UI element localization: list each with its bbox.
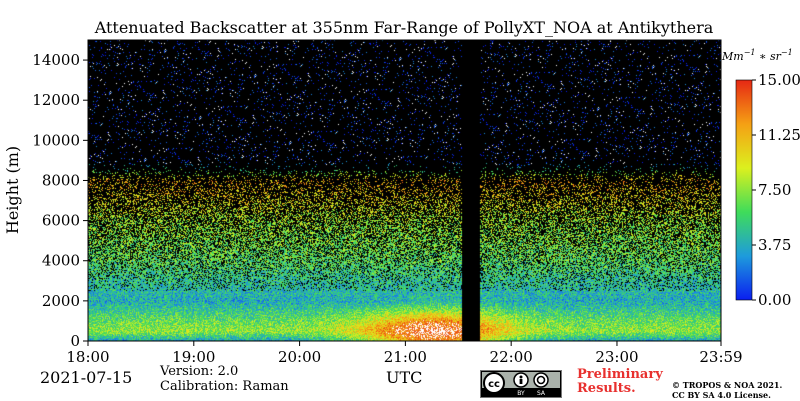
colorbar-tick-label: 0.00 xyxy=(758,291,791,309)
y-tick-label: 0 xyxy=(70,332,80,350)
y-axis-label: Height (m) xyxy=(3,146,22,234)
y-tick-label: 12000 xyxy=(32,91,80,109)
x-tick-label: 19:00 xyxy=(172,348,215,366)
x-axis-label: UTC xyxy=(386,368,423,387)
colorbar-unit: Mm−1 ∗ sr−1 xyxy=(721,48,793,63)
license-line: CC BY SA 4.0 License. xyxy=(672,390,771,400)
colorbar xyxy=(735,79,753,301)
colorbar-tick-label: 7.50 xyxy=(758,181,791,199)
x-tick-label: 21:00 xyxy=(384,348,427,366)
y-tick-label: 10000 xyxy=(32,131,80,149)
svg-text:BY: BY xyxy=(517,390,525,397)
y-tick-label: 8000 xyxy=(42,171,80,189)
chart-title: Attenuated Backscatter at 355nm Far-Rang… xyxy=(94,18,714,37)
x-tick-label: 23:59 xyxy=(699,348,742,366)
x-tick-label: 18:00 xyxy=(66,348,109,366)
x-tick-label: 22:00 xyxy=(490,348,533,366)
cc-by-sa-icon: cc BY SA xyxy=(480,370,562,398)
y-axis: 0 2000 4000 6000 8000 10000 12000 14000 xyxy=(32,51,88,350)
y-tick-label: 2000 xyxy=(42,292,80,310)
colorbar-ticks: 0.00 3.75 7.50 11.25 15.00 xyxy=(752,71,800,309)
x-axis: 18:00 19:00 20:00 21:00 22:00 23:00 23:59 xyxy=(66,341,743,366)
svg-text:cc: cc xyxy=(488,379,500,390)
x-tick-label: 23:00 xyxy=(595,348,638,366)
colorbar-tick-label: 15.00 xyxy=(758,71,800,89)
date-label: 2021-07-15 xyxy=(40,368,133,387)
y-tick-label: 14000 xyxy=(32,51,80,69)
x-tick-label: 20:00 xyxy=(278,348,321,366)
colorbar-tick-label: 3.75 xyxy=(758,236,791,254)
version-label: Version: 2.0 xyxy=(160,364,239,379)
colorbar-tick-label: 11.25 xyxy=(758,126,800,144)
y-tick-label: 6000 xyxy=(42,212,80,230)
plot-frame xyxy=(87,39,722,342)
y-tick-label: 4000 xyxy=(42,252,80,270)
svg-text:SA: SA xyxy=(537,390,546,397)
copyright-line: © TROPOS & NOA 2021. xyxy=(672,380,783,390)
backscatter-heatmap xyxy=(88,40,721,341)
preliminary-notice: Preliminary Results. xyxy=(577,367,663,396)
calibration-label: Calibration: Raman xyxy=(160,379,289,394)
